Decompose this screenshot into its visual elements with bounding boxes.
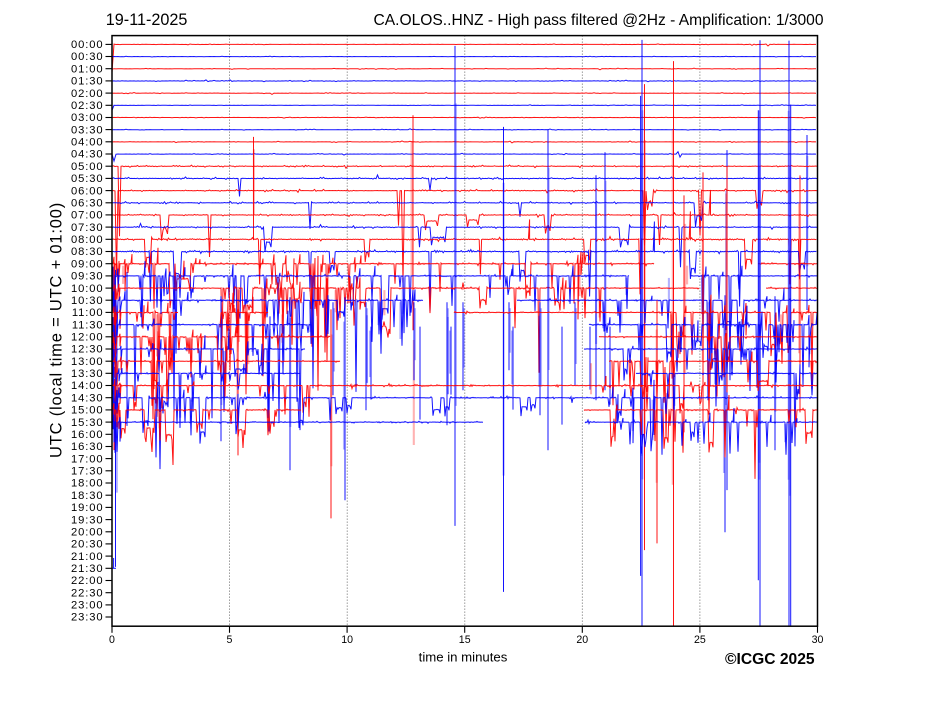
svg-text:17:00: 17:00 [71,453,104,465]
svg-text:05:30: 05:30 [71,173,104,185]
svg-text:12:00: 12:00 [71,332,104,344]
svg-text:02:30: 02:30 [71,100,104,112]
svg-text:20: 20 [576,634,588,646]
svg-text:30: 30 [812,634,824,646]
svg-text:05:00: 05:00 [71,161,104,173]
svg-text:UTC (local time = UTC + 01:00): UTC (local time = UTC + 01:00) [48,202,66,458]
svg-text:02:00: 02:00 [71,88,104,100]
svg-text:11:30: 11:30 [72,319,104,331]
svg-text:13:00: 13:00 [71,356,104,368]
svg-text:22:30: 22:30 [71,587,104,599]
svg-text:19:00: 19:00 [71,502,104,514]
svg-text:01:30: 01:30 [71,76,104,88]
svg-text:time in minutes: time in minutes [419,650,508,665]
svg-text:22:00: 22:00 [71,575,104,587]
svg-text:12:30: 12:30 [71,344,104,356]
svg-text:14:30: 14:30 [71,392,104,404]
svg-text:03:00: 03:00 [71,112,104,124]
svg-text:01:00: 01:00 [71,63,104,75]
svg-text:06:30: 06:30 [71,198,104,210]
svg-text:16:30: 16:30 [71,441,104,453]
svg-text:08:30: 08:30 [71,246,104,258]
svg-text:13:30: 13:30 [71,368,104,380]
svg-text:10:00: 10:00 [71,283,104,295]
svg-text:07:00: 07:00 [71,210,104,222]
svg-text:25: 25 [694,634,706,646]
svg-text:©ICGC 2025: ©ICGC 2025 [725,651,815,668]
svg-text:08:00: 08:00 [71,234,104,246]
svg-text:CA.OLOS..HNZ - High pass filte: CA.OLOS..HNZ - High pass filtered @2Hz -… [373,12,823,29]
svg-text:15:30: 15:30 [71,417,104,429]
svg-text:15:00: 15:00 [71,405,104,417]
svg-text:06:00: 06:00 [71,185,104,197]
svg-text:0: 0 [109,634,115,646]
svg-text:04:00: 04:00 [71,137,104,149]
svg-text:23:30: 23:30 [71,612,104,624]
svg-text:10:30: 10:30 [71,295,104,307]
svg-text:23:00: 23:00 [71,600,104,612]
svg-text:03:30: 03:30 [71,124,104,136]
svg-text:16:00: 16:00 [71,429,104,441]
svg-text:14:00: 14:00 [71,380,104,392]
svg-text:11:00: 11:00 [72,307,104,319]
svg-text:07:30: 07:30 [71,222,104,234]
svg-text:21:30: 21:30 [71,563,104,575]
svg-text:10: 10 [341,634,353,646]
svg-text:18:00: 18:00 [71,478,104,490]
svg-text:20:00: 20:00 [71,527,104,539]
svg-text:04:30: 04:30 [71,149,104,161]
svg-text:15: 15 [459,634,471,646]
svg-text:09:00: 09:00 [71,258,104,270]
svg-text:21:00: 21:00 [71,551,104,563]
svg-text:5: 5 [227,634,233,646]
svg-text:20:30: 20:30 [71,539,104,551]
svg-text:00:30: 00:30 [71,51,104,63]
svg-text:18:30: 18:30 [71,490,104,502]
svg-text:00:00: 00:00 [71,39,104,51]
svg-text:19:30: 19:30 [71,514,104,526]
svg-text:19-11-2025: 19-11-2025 [106,11,188,29]
svg-text:09:30: 09:30 [71,271,104,283]
svg-text:17:30: 17:30 [71,466,104,478]
